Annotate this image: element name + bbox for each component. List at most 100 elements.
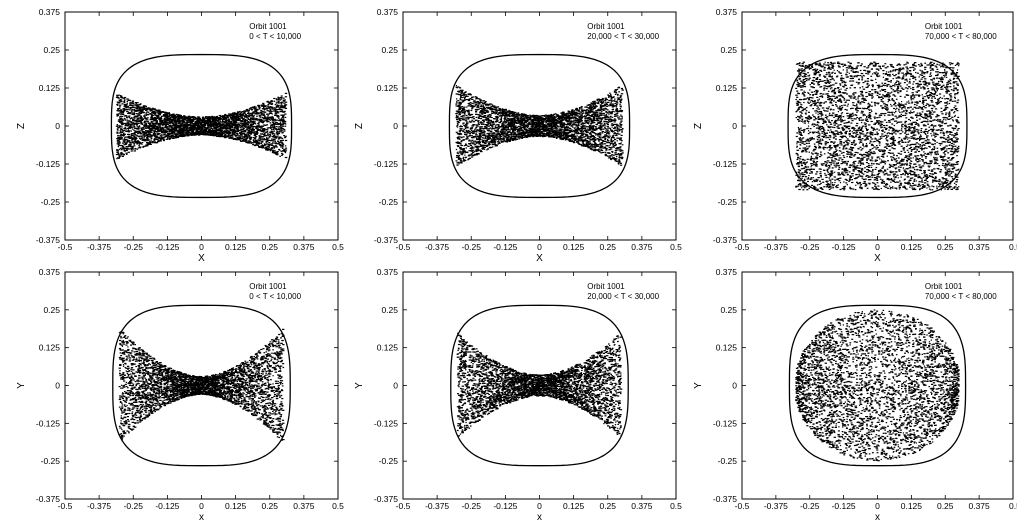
orbit-point <box>189 117 192 119</box>
orbit-point <box>284 104 286 106</box>
orbit-point <box>265 141 268 143</box>
orbit-point <box>169 126 172 128</box>
orbit-point <box>130 110 133 112</box>
orbit-point <box>247 130 250 132</box>
y-tick-label: -0.375 <box>374 235 398 245</box>
orbit-point <box>186 122 189 124</box>
orbit-point <box>175 113 178 115</box>
orbit-point <box>219 120 222 122</box>
orbit-point <box>173 135 175 137</box>
orbit-point <box>117 127 119 129</box>
orbit-point <box>151 112 154 114</box>
orbit-point <box>215 115 219 118</box>
x-tick-label: 0.25 <box>599 242 616 252</box>
orbit-point <box>214 124 217 126</box>
orbit-point <box>251 118 254 121</box>
orbit-point <box>115 96 118 98</box>
orbit-point <box>136 148 139 150</box>
orbit-point <box>152 120 155 122</box>
orbit-point <box>211 125 213 127</box>
orbit-point <box>167 118 170 120</box>
orbit-point <box>233 137 236 140</box>
orbit-point <box>255 143 257 145</box>
orbit-point <box>126 125 129 127</box>
orbit-point <box>248 128 251 130</box>
orbit-point <box>122 148 125 150</box>
orbit-point <box>123 138 125 140</box>
orbit-point <box>165 124 168 126</box>
orbit-point <box>271 124 275 126</box>
orbit-point <box>124 97 126 99</box>
orbit-point <box>161 121 164 123</box>
orbit-point <box>245 108 248 111</box>
orbit-point <box>133 132 136 134</box>
orbit-point <box>133 108 136 110</box>
orbit-point <box>256 144 260 146</box>
orbit-point <box>145 109 147 111</box>
orbit-point <box>123 134 125 136</box>
orbit-point <box>224 114 227 116</box>
orbit-point <box>271 110 273 113</box>
orbit-point <box>120 115 123 118</box>
orbit-point <box>156 138 159 141</box>
orbit-point <box>145 133 147 135</box>
orbit-point <box>283 149 286 151</box>
orbit-point <box>216 135 219 137</box>
orbit-point <box>123 154 126 156</box>
orbit-point <box>146 143 149 145</box>
orbit-point <box>272 150 275 152</box>
orbit-point <box>151 140 154 143</box>
orbit-point <box>116 143 119 145</box>
orbit-point <box>156 127 158 129</box>
orbit-point <box>176 136 180 139</box>
orbit-point <box>151 128 153 130</box>
orbit-point <box>116 129 119 131</box>
orbit-point <box>135 102 137 104</box>
orbit-point <box>248 133 250 135</box>
orbit-point <box>122 132 125 134</box>
orbit-point <box>251 112 254 115</box>
orbit-point <box>270 124 272 126</box>
orbit-point <box>239 136 242 139</box>
orbit-point <box>148 113 151 115</box>
orbit-point <box>230 117 233 119</box>
orbit-point <box>228 133 231 135</box>
orbit-point <box>282 120 286 122</box>
orbit-point <box>499 120 503 122</box>
orbit-point <box>232 119 235 121</box>
orbit-point <box>267 117 270 119</box>
orbit-point <box>140 116 143 119</box>
orbit-point <box>161 127 164 129</box>
orbit-point <box>124 147 126 149</box>
orbit-point <box>142 128 146 130</box>
orbit-point <box>254 137 257 139</box>
orbit-point <box>150 134 153 136</box>
orbit-point <box>243 134 246 136</box>
orbit-point <box>124 118 126 120</box>
orbit-point <box>276 132 279 134</box>
orbit-point <box>139 137 141 139</box>
orbit-point <box>620 134 623 136</box>
orbit-point <box>278 143 282 145</box>
y-tick-label: 0.375 <box>39 7 61 17</box>
orbit-point <box>132 124 135 126</box>
orbit-point <box>178 121 181 123</box>
orbit-point <box>169 130 171 133</box>
orbit-point <box>268 118 270 121</box>
orbit-point <box>170 124 172 126</box>
orbit-point <box>252 139 255 142</box>
orbit-point <box>117 119 120 121</box>
orbit-point <box>264 115 266 117</box>
orbit-point <box>120 129 122 131</box>
orbit-points <box>115 92 288 160</box>
orbit-point <box>170 129 173 131</box>
orbit-point <box>195 129 198 131</box>
orbit-point <box>137 113 140 115</box>
orbit-point <box>282 121 284 123</box>
orbit-point <box>238 137 241 139</box>
orbit-point <box>153 139 156 141</box>
orbit-point <box>132 102 135 105</box>
orbit-point <box>223 134 226 136</box>
orbit-point <box>166 117 168 119</box>
orbit-point <box>205 133 208 135</box>
